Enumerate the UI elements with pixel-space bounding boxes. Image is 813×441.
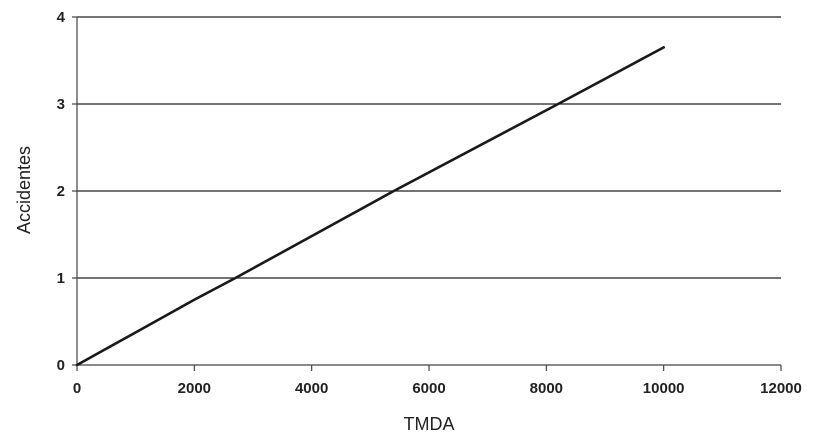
y-tick-label: 1 [57,270,65,287]
series-layer [75,46,666,367]
y-tick-label: 0 [57,357,65,374]
x-tick-label: 2000 [178,380,211,397]
y-tick-label: 4 [57,9,66,26]
x-tick-label: 4000 [295,380,328,397]
x-tick-label: 10000 [643,380,685,397]
x-tick-label: 8000 [530,380,563,397]
axes-layer [72,16,782,371]
y-tick-label: 2 [57,183,65,200]
x-tick-label: 6000 [412,380,445,397]
x-tick-label: 0 [73,380,81,397]
x-axis-label: TMDA [404,414,455,434]
series-line [75,46,666,367]
y-tick-label: 3 [57,96,65,113]
labels-layer: TMDA Accidentes 0 1 2 3 4 0 2000 4000 6000 8000 10… [14,9,802,434]
x-tick-label: 12000 [760,380,802,397]
y-axis-label: Accidentes [14,146,34,234]
grid-layer [77,16,781,279]
